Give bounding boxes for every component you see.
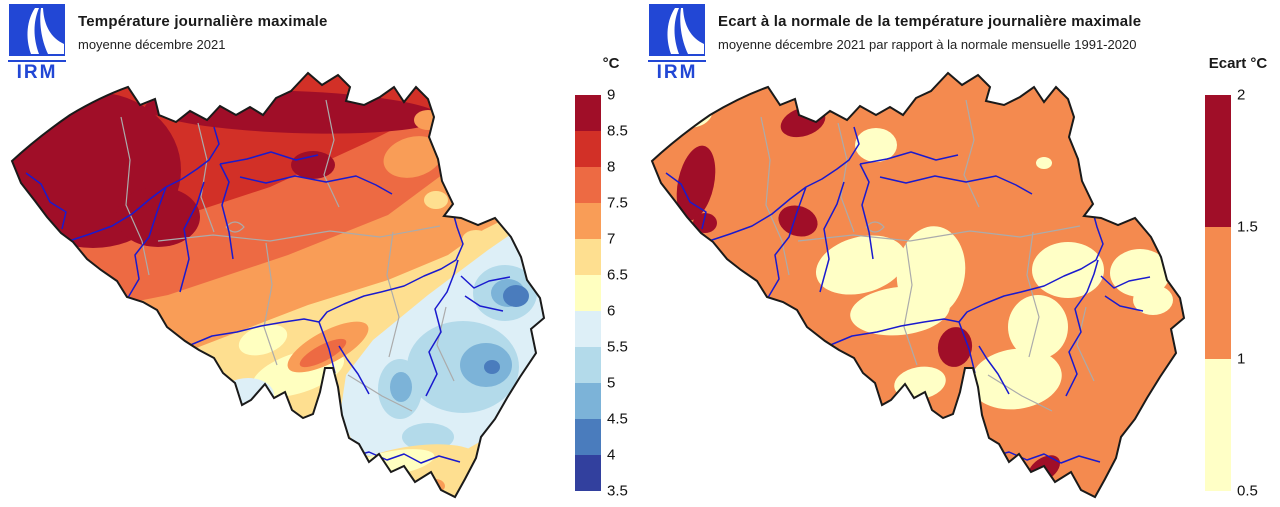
- temperature-regions: [12, 73, 544, 497]
- left-map-subtitle: moyenne décembre 2021: [78, 37, 226, 52]
- colorbar-segment: [575, 167, 601, 203]
- colorbar-segment: [575, 383, 601, 419]
- country-outline: [650, 71, 1186, 499]
- colorbar-segment: [575, 239, 601, 275]
- colorbar-tick-label: 7: [607, 230, 616, 248]
- map-region: [291, 151, 335, 179]
- province-borders: [120, 99, 455, 412]
- colorbar-segment: [575, 203, 601, 239]
- right-map-title: Ecart à la normale de la température jou…: [718, 13, 1142, 30]
- map-region: [1032, 242, 1104, 298]
- colorbar-segment: [1205, 95, 1231, 227]
- colorbar-tick-label: 5: [607, 374, 616, 392]
- map-region: [424, 191, 448, 209]
- map-region: [693, 213, 717, 233]
- irm-logo: IRM: [648, 4, 706, 84]
- map-region: [778, 205, 818, 237]
- map-region: [1133, 285, 1173, 315]
- colorbar-segment: [575, 131, 601, 167]
- right-header: Ecart à la normale de la température jou…: [718, 13, 1141, 52]
- colorbar-swatches: [575, 95, 601, 491]
- province-borders: [760, 99, 1095, 412]
- map-region: [1036, 157, 1052, 169]
- right-colorbar: 2 1.5 1 0.5: [1205, 87, 1258, 500]
- colorbar-tick-label: 1: [1237, 350, 1246, 368]
- colorbar-segment: [575, 455, 601, 491]
- left-map-title: Température journalière maximale: [78, 13, 328, 30]
- country-outline: [10, 71, 546, 499]
- colorbar-tick-label: 5.5: [607, 338, 628, 356]
- map-region: [970, 348, 1062, 410]
- left-colorbar: 9 8.5 8 7.5 7 6.5 6 5.5 5 4.5 4 3.5: [575, 87, 628, 500]
- map-region: [676, 145, 716, 221]
- colorbar-segment: [575, 311, 601, 347]
- map-region: [937, 327, 973, 367]
- map-region: [855, 128, 897, 162]
- colorbar-swatches: [1205, 95, 1231, 491]
- colorbar-tick-label: 3.5: [607, 482, 628, 500]
- colorbar-segment: [575, 347, 601, 383]
- map-region: [414, 110, 442, 130]
- colorbar-tick-label: 6: [607, 302, 616, 320]
- right-colorbar-unit: Ecart °C: [1208, 55, 1268, 72]
- map-region: [1110, 249, 1170, 297]
- map-region: [384, 471, 408, 487]
- colorbar-segment: [575, 419, 601, 455]
- map-region: [850, 286, 950, 336]
- map-region: [484, 360, 500, 374]
- rivers: [665, 126, 1151, 464]
- colorbar-tick-label: 4.5: [607, 410, 628, 428]
- temperature-map: [10, 71, 546, 499]
- map-region: [503, 285, 529, 307]
- map-region: [815, 235, 907, 295]
- colorbar-tick-label: 6.5: [607, 266, 628, 284]
- irm-logo-icon: [9, 4, 65, 56]
- irm-logo-icon: [649, 4, 705, 56]
- map-region: [116, 187, 200, 247]
- colorbar-tick-label: 4: [607, 446, 616, 464]
- anomaly-map: [650, 71, 1186, 499]
- map-region: [462, 230, 490, 250]
- map-region: [402, 423, 454, 451]
- colorbar-tick-label: 2: [1237, 86, 1246, 104]
- map-region: [390, 372, 412, 402]
- map-region: [299, 338, 347, 368]
- colorbar-tick-label: 7.5: [607, 194, 628, 212]
- colorbar-tick-label: 8: [607, 158, 616, 176]
- colorbar-segment: [575, 275, 601, 311]
- colorbar-segment: [1205, 227, 1231, 359]
- map-region: [399, 478, 409, 486]
- irm-logo: IRM: [8, 4, 66, 84]
- map-region: [238, 324, 288, 356]
- colorbar-tick-label: 9: [607, 86, 616, 104]
- colorbar-tick-label: 8.5: [607, 122, 628, 140]
- colorbar-segment: [575, 95, 601, 131]
- rivers: [25, 126, 511, 464]
- colorbar-tick-label: 1.5: [1237, 218, 1258, 236]
- map-region: [222, 378, 274, 412]
- map-region: [383, 136, 443, 178]
- colorbar-tick-label: 0.5: [1237, 482, 1258, 500]
- left-header: Température journalière maximale moyenne…: [78, 13, 328, 52]
- map-region: [1008, 295, 1068, 359]
- anomaly-regions: [652, 73, 1184, 497]
- right-map-subtitle: moyenne décembre 2021 par rapport à la n…: [718, 37, 1137, 52]
- left-colorbar-unit: °C: [602, 55, 620, 72]
- colorbar-segment: [1205, 359, 1231, 491]
